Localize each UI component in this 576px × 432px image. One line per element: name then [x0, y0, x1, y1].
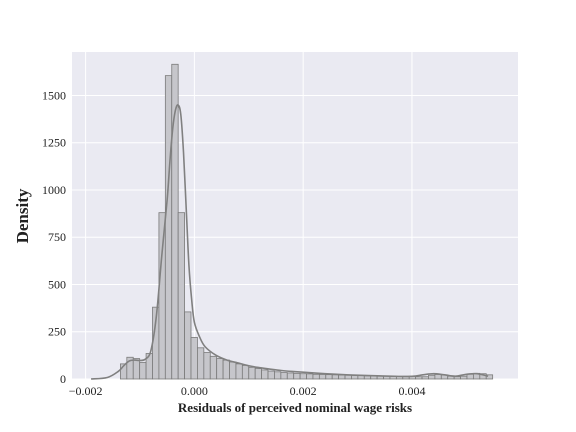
- histogram-bar-48: [428, 374, 436, 380]
- y-axis-ticks: 0 250 500 750 1000 1250 1500: [42, 88, 66, 386]
- kde-curve: [90, 104, 489, 380]
- x-tick-label-1: 0.000: [181, 384, 208, 398]
- y-tick-label-1: 250: [48, 325, 66, 339]
- histogram-bar-6: [158, 212, 166, 380]
- histogram-bar-32: [325, 374, 333, 380]
- y-tick-label-4: 1000: [42, 183, 66, 197]
- histogram-bar-21: [254, 368, 263, 380]
- y-tick-label-3: 750: [48, 230, 66, 244]
- histogram-bar-2: [132, 358, 141, 380]
- histogram-bar-28: [299, 373, 307, 380]
- histogram-bar-20: [248, 366, 256, 380]
- histogram-bar-18: [235, 363, 243, 380]
- y-tick-label-2: 500: [48, 277, 66, 291]
- y-tick-label-6: 1500: [42, 88, 66, 102]
- y-axis-label: Density: [13, 188, 32, 243]
- histogram-bar-10: [184, 311, 192, 380]
- histogram-bar-26: [286, 372, 295, 380]
- histogram-bar-29: [306, 373, 314, 380]
- histogram-bar-12: [197, 347, 205, 380]
- histogram-bars: [120, 63, 494, 380]
- histogram-bar-57: [485, 374, 494, 380]
- histogram-bar-15: [216, 358, 224, 380]
- histogram-bar-22: [261, 369, 269, 380]
- histogram-bar-25: [280, 372, 288, 380]
- histogram-bar-52: [453, 376, 461, 380]
- histogram-bar-9: [177, 212, 185, 380]
- plot-area: [72, 52, 518, 379]
- histogram-bar-7: [164, 75, 173, 380]
- histogram-bar-17: [229, 361, 237, 380]
- histogram-bar-13: [203, 352, 211, 380]
- histogram-bar-3: [139, 361, 147, 380]
- histogram-bar-47: [421, 376, 429, 380]
- histogram-bar-31: [318, 374, 327, 380]
- histogram-bar-54: [466, 373, 474, 380]
- x-tick-label-0: −0.002: [69, 384, 103, 398]
- histogram-bar-23: [267, 370, 275, 380]
- histogram-bar-14: [209, 355, 218, 380]
- histogram-bar-11: [190, 337, 198, 380]
- y-tick-label-5: 1250: [42, 136, 66, 150]
- histogram-bar-27: [293, 372, 301, 380]
- histogram-bar-33: [331, 374, 340, 380]
- histogram-bar-16: [222, 359, 230, 380]
- histogram-bar-19: [241, 364, 250, 380]
- x-tick-label-3: 0.004: [398, 384, 425, 398]
- histogram-bar-53: [460, 375, 468, 380]
- histogram-bar-30: [312, 373, 320, 380]
- x-axis-label: Residuals of perceived nominal wage risk…: [178, 400, 412, 415]
- histogram-bar-34: [338, 374, 346, 380]
- x-tick-label-2: 0.002: [290, 384, 317, 398]
- y-tick-label-0: 0: [60, 372, 66, 386]
- histogram-bar-46: [415, 376, 423, 380]
- histogram-bar-24: [274, 371, 282, 380]
- histogram-bar-49: [434, 374, 442, 380]
- x-axis-ticks: −0.002 0.000 0.002 0.004: [69, 384, 426, 398]
